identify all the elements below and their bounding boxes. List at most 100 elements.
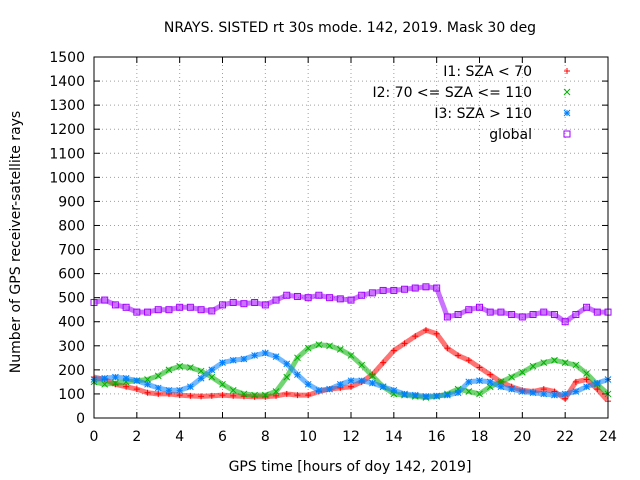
x-tick-label: 20 bbox=[513, 429, 531, 445]
data-point bbox=[455, 352, 462, 359]
data-point bbox=[154, 372, 162, 380]
data-point bbox=[433, 330, 440, 337]
data-point bbox=[443, 313, 451, 321]
data-point bbox=[272, 296, 280, 304]
data-point bbox=[540, 359, 548, 367]
data-point bbox=[347, 296, 355, 304]
data-point bbox=[561, 318, 569, 326]
data-point bbox=[411, 284, 419, 292]
data-point bbox=[261, 391, 269, 399]
data-point bbox=[593, 379, 601, 387]
data-point bbox=[165, 306, 173, 314]
data-point bbox=[230, 392, 237, 399]
data-point bbox=[401, 390, 408, 398]
data-point bbox=[583, 303, 591, 311]
data-point bbox=[401, 340, 408, 347]
data-point bbox=[508, 385, 515, 393]
y-tick-label: 1400 bbox=[49, 74, 85, 90]
data-point bbox=[572, 378, 579, 385]
data-point bbox=[305, 392, 312, 399]
data-point bbox=[518, 368, 526, 376]
data-point bbox=[229, 386, 237, 394]
data-point bbox=[315, 386, 323, 394]
data-point bbox=[229, 298, 237, 306]
y-tick-label: 200 bbox=[58, 363, 85, 379]
data-point bbox=[336, 380, 344, 388]
data-point bbox=[326, 385, 333, 393]
data-point bbox=[176, 386, 184, 394]
data-point bbox=[272, 388, 280, 395]
x-tick-label: 0 bbox=[90, 429, 99, 445]
data-point bbox=[380, 359, 387, 366]
data-point bbox=[390, 347, 397, 354]
x-tick-label: 24 bbox=[599, 429, 617, 445]
data-point bbox=[208, 373, 216, 381]
data-point bbox=[272, 353, 280, 360]
data-point bbox=[422, 283, 430, 291]
data-point bbox=[550, 311, 558, 319]
data-point bbox=[411, 391, 419, 399]
y-tick-label: 400 bbox=[58, 315, 85, 331]
data-point bbox=[348, 383, 354, 390]
data-point bbox=[304, 294, 312, 302]
data-point bbox=[251, 391, 258, 399]
data-point bbox=[529, 389, 537, 397]
data-point bbox=[476, 303, 483, 311]
data-point bbox=[208, 392, 215, 399]
data-point bbox=[187, 383, 194, 391]
data-point bbox=[304, 380, 312, 388]
data-point bbox=[186, 303, 194, 311]
data-point bbox=[219, 392, 226, 399]
data-point bbox=[122, 303, 130, 311]
data-point bbox=[476, 364, 483, 371]
data-point bbox=[283, 390, 290, 397]
data-point bbox=[508, 311, 516, 319]
data-point bbox=[219, 301, 226, 309]
data-point bbox=[551, 356, 558, 364]
data-point bbox=[219, 359, 226, 367]
data-point bbox=[529, 311, 537, 319]
y-tick-label: 600 bbox=[58, 267, 85, 283]
data-point bbox=[294, 392, 301, 399]
data-point bbox=[486, 308, 494, 316]
series-3 bbox=[90, 349, 612, 400]
axis-ticks: 0100200300400500600700800900100011001200… bbox=[49, 50, 617, 445]
data-point bbox=[112, 373, 119, 381]
legend-label: I1: SZA < 70 bbox=[443, 64, 532, 80]
legend-marker bbox=[564, 68, 570, 74]
y-tick-label: 0 bbox=[76, 411, 85, 427]
data-point bbox=[572, 311, 580, 319]
data-point bbox=[122, 374, 130, 382]
data-point bbox=[315, 291, 323, 299]
data-point bbox=[412, 333, 419, 340]
data-point bbox=[379, 286, 387, 294]
data-point bbox=[133, 386, 140, 393]
legend-label: global bbox=[489, 127, 532, 143]
x-tick-label: 22 bbox=[556, 429, 574, 445]
data-point bbox=[304, 344, 312, 352]
legend-label: I3: SZA > 110 bbox=[434, 106, 532, 122]
y-tick-label: 1100 bbox=[49, 146, 85, 162]
x-tick-label: 16 bbox=[428, 429, 446, 445]
data-point bbox=[187, 364, 194, 371]
data-point bbox=[144, 389, 151, 396]
data-point bbox=[283, 291, 291, 299]
data-point bbox=[229, 356, 237, 364]
data-point bbox=[326, 294, 334, 302]
data-point bbox=[497, 383, 505, 391]
x-tick-label: 12 bbox=[342, 429, 360, 445]
data-point bbox=[379, 383, 387, 391]
series-4 bbox=[90, 283, 612, 326]
data-point bbox=[465, 306, 473, 314]
legend: I1: SZA < 70 I2: 70 <= SZA <= 110 I3: SZA … bbox=[372, 64, 571, 143]
data-point bbox=[133, 308, 141, 316]
data-point bbox=[154, 306, 162, 314]
x-tick-label: 18 bbox=[471, 429, 489, 445]
data-point bbox=[208, 307, 216, 315]
legend-marker bbox=[563, 88, 571, 96]
data-point bbox=[401, 285, 409, 293]
data-point bbox=[368, 289, 376, 297]
x-tick-label: 6 bbox=[218, 429, 227, 445]
